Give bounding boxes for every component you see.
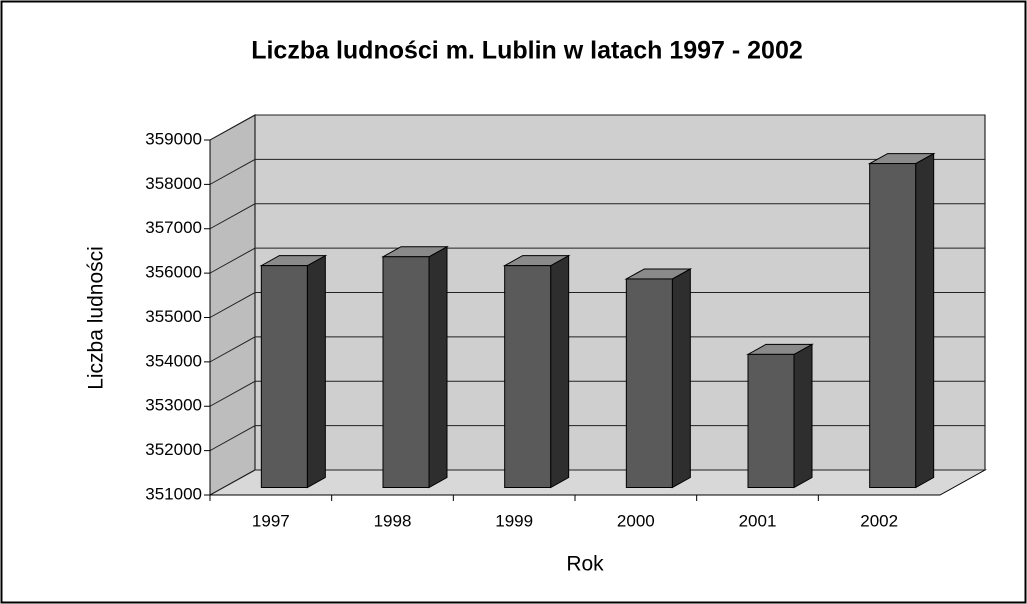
chart-title: Liczba ludności m. Lublin w latach 1997 … [251,37,803,65]
bar-side [793,343,813,489]
bar [869,163,917,488]
bar-side [915,152,935,489]
bar-side [550,254,570,489]
bar [260,265,308,488]
grid-line [209,292,985,318]
y-tick-label: 359000 [145,129,202,148]
x-tick-label: 1999 [495,511,533,530]
floor [208,469,987,496]
bar [382,256,430,488]
grid-line [209,247,985,274]
y-tick-label: 354000 [145,351,202,370]
x-tick-label: 2001 [739,511,777,530]
bar [747,353,795,488]
y-tick-label: 352000 [145,440,202,459]
y-tick-label: 357000 [145,218,202,237]
y-tick-label: 355000 [145,307,202,326]
y-tick-label: 358000 [145,174,202,193]
y-tick-label: 353000 [145,396,202,415]
y-tick-label: 351000 [145,484,202,503]
grid-line [209,158,985,185]
x-tick-label: 1998 [374,511,412,530]
grid-line [209,380,985,407]
x-tick-label: 2002 [860,511,898,530]
bar-side [306,254,326,489]
bar-side [671,268,691,489]
x-axis-title: Rok [566,553,604,576]
y-axis-title: Liczba ludności [85,246,108,390]
grid-line [209,469,985,496]
bar [625,278,673,488]
grid-line [209,203,985,230]
grid-line [209,425,985,452]
bar [504,265,552,488]
grid-line [209,114,985,141]
y-tick-label: 356000 [145,263,202,282]
grid-line [209,336,985,363]
x-tick-label: 1997 [252,511,290,530]
x-tick-label: 2000 [617,511,655,530]
bar-side [428,245,448,489]
